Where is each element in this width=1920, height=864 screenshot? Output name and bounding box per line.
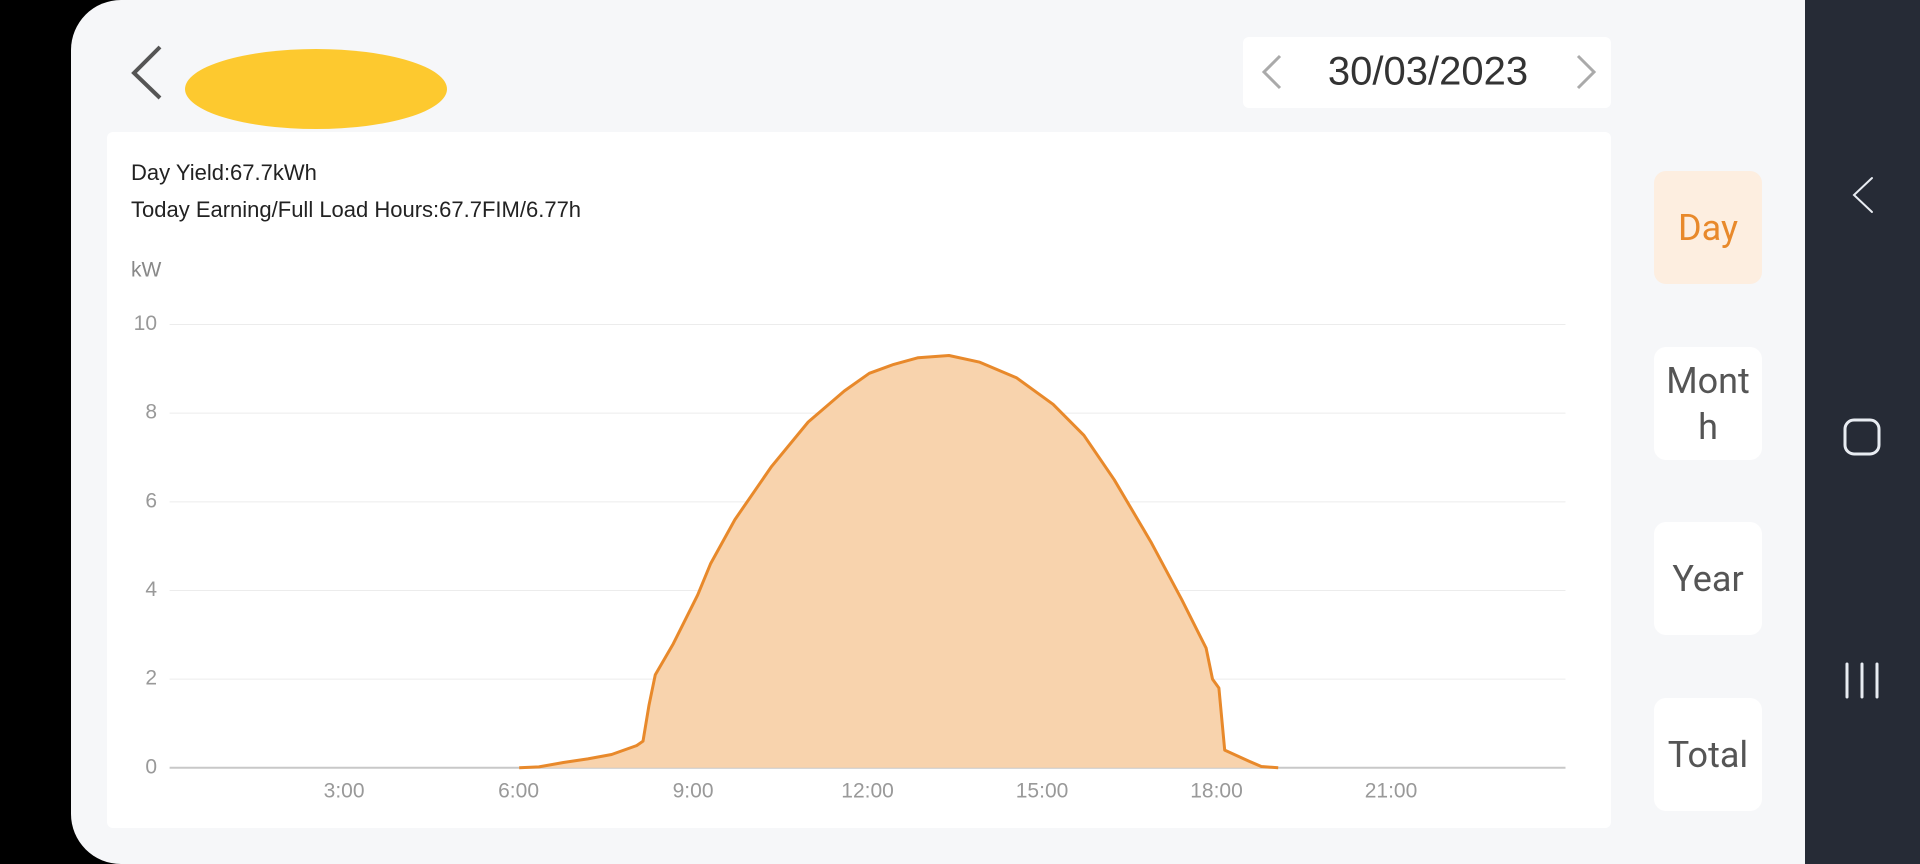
- y-tick-label: 4: [145, 578, 157, 601]
- y-tick-label: 6: [145, 489, 157, 512]
- back-button[interactable]: [131, 45, 162, 100]
- y-tick-label: 2: [145, 667, 157, 690]
- tab-button[interactable]: Day: [1654, 171, 1762, 284]
- tab-label: Total: [1667, 733, 1749, 776]
- area-fill: [519, 355, 1279, 768]
- x-tick-label: 9:00: [673, 780, 714, 803]
- tab-label: Day: [1678, 206, 1738, 249]
- x-tick-label: 6:00: [498, 780, 539, 803]
- x-tick-label: 3:00: [324, 780, 365, 803]
- day-yield: Day Yield:67.7kWh: [131, 160, 317, 185]
- nav-back[interactable]: [1852, 177, 1873, 213]
- x-tick-label: 15:00: [1016, 780, 1069, 803]
- tab-label: Month: [1666, 359, 1750, 448]
- date-selector: [1243, 37, 1611, 108]
- nav-recents[interactable]: [1845, 662, 1879, 699]
- x-tick-label: 18:00: [1190, 780, 1243, 803]
- y-tick-label: 8: [145, 401, 157, 424]
- y-axis-unit: kW: [131, 259, 162, 282]
- tab-label: Year: [1672, 557, 1744, 600]
- line: [519, 354, 1279, 770]
- date: 30/03/2023: [1328, 50, 1528, 94]
- x-tick-label: 21:00: [1365, 780, 1418, 803]
- tab-button[interactable]: Total: [1654, 698, 1762, 811]
- earning: Today Earning/Full Load Hours:67.7FIM/6.…: [131, 197, 581, 222]
- prev-date[interactable]: [1261, 54, 1282, 90]
- nav-icons: [1843, 177, 1881, 699]
- x-tick-label: 12:00: [841, 780, 894, 803]
- y-tick-label: 0: [145, 755, 157, 778]
- tab-button[interactable]: Year: [1654, 522, 1762, 635]
- next-date[interactable]: [1576, 54, 1597, 90]
- redacted-name: [185, 49, 447, 129]
- nav-home[interactable]: [1843, 418, 1881, 456]
- y-tick-label: 10: [134, 312, 157, 335]
- system-nav-bar: [1805, 0, 1920, 864]
- tab-button[interactable]: Month: [1654, 347, 1762, 460]
